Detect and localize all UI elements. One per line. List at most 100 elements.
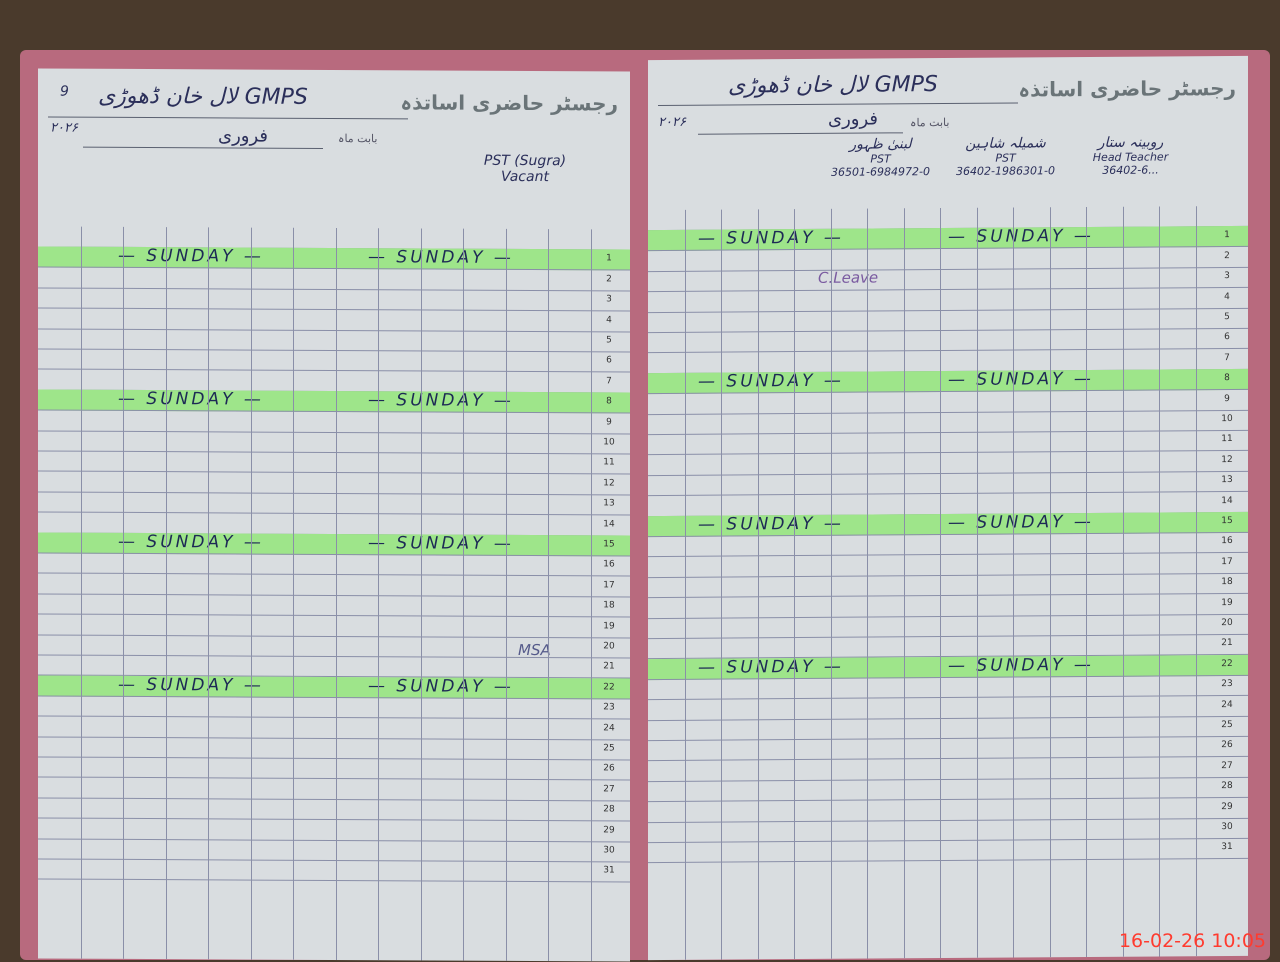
day-number: 20 <box>603 641 615 652</box>
photo-timestamp: 16-02-26 10:05 <box>1118 930 1266 952</box>
sunday-label: — SUNDAY — <box>118 389 264 410</box>
day-number: 26 <box>603 763 615 774</box>
month-label: بابت ماہ <box>338 132 378 146</box>
column-line <box>293 227 294 960</box>
teacher-designation: Head Teacher <box>1092 150 1169 164</box>
day-number: 29 <box>603 825 615 836</box>
column-line <box>1013 207 1014 958</box>
day-number: 27 <box>1221 760 1233 771</box>
sunday-label: — SUNDAY — <box>368 533 514 554</box>
sunday-label: — SUNDAY — <box>368 675 514 697</box>
day-number: 11 <box>1221 434 1233 445</box>
day-number: 20 <box>1221 618 1233 629</box>
teacher-name: لبنیٰ ظہور <box>849 136 912 153</box>
sunday-label: — SUNDAY — <box>118 246 264 268</box>
day-number: 2 <box>606 274 612 285</box>
teacher-header: روبینہ ستار Head Teacher 36402-6... <box>1073 134 1188 177</box>
day-number: 27 <box>603 784 615 795</box>
day-number: 26 <box>1221 740 1233 751</box>
month: فروری <box>218 125 269 147</box>
day-number: 1 <box>606 253 612 264</box>
sunday-label: — SUNDAY — <box>698 513 844 535</box>
day-number: 30 <box>603 845 615 856</box>
column-line <box>591 229 592 962</box>
day-number: 18 <box>603 600 615 611</box>
column-line <box>463 228 464 961</box>
day-number: 4 <box>1224 291 1230 302</box>
month: فروری <box>828 108 879 130</box>
column-line <box>1123 206 1124 957</box>
sunday-label: — SUNDAY — <box>368 390 514 412</box>
day-number: 4 <box>606 315 612 326</box>
attendance-grid: 1— SUNDAY — — SUNDAY —2 3 4 5 6 7 8— SUNDAY — — … <box>38 226 630 962</box>
teacher-header: شمیلہ شاہین PST 36402-1986301-0 <box>948 135 1063 178</box>
day-number: 31 <box>1221 842 1233 853</box>
day-number: 12 <box>1221 454 1233 465</box>
column-line <box>940 208 941 959</box>
left-page: رجسٹر حاضری اساتذہ GMPS لال خان ڈھوڑی با… <box>38 68 630 962</box>
day-number: 23 <box>603 702 615 713</box>
day-number: 10 <box>603 437 615 448</box>
column-line <box>867 208 868 959</box>
sunday-label: — SUNDAY — <box>948 511 1094 533</box>
day-number: 22 <box>1221 658 1233 669</box>
day-number: 25 <box>603 743 615 754</box>
day-number: 13 <box>603 498 615 509</box>
attendance-row: 31 <box>38 858 630 883</box>
day-number: 18 <box>1221 577 1233 588</box>
right-page: رجسٹر حاضری اساتذہ GMPS لال خان ڈھوڑی با… <box>648 55 1248 961</box>
day-number: 11 <box>603 457 615 468</box>
day-number: 31 <box>603 865 615 876</box>
day-number: 8 <box>606 396 612 407</box>
column-line <box>794 209 795 960</box>
column-line <box>506 228 507 961</box>
year: ۲۰۲۶ <box>50 120 78 136</box>
day-number: 5 <box>1224 312 1230 323</box>
day-number: 7 <box>606 376 612 387</box>
column-line <box>685 209 686 960</box>
column-line <box>1086 207 1087 958</box>
day-number: 12 <box>603 478 615 489</box>
teacher-name: روبینہ ستار <box>1097 134 1164 151</box>
teacher-header: لبنیٰ ظہور PST 36501-6984972-0 <box>823 136 938 179</box>
sunday-label: — SUNDAY — <box>698 370 844 392</box>
day-number: 1 <box>1224 230 1230 241</box>
day-number: 28 <box>1221 781 1233 792</box>
sunday-label: — SUNDAY — <box>368 247 514 269</box>
day-number: 13 <box>1221 475 1233 486</box>
day-number: 15 <box>603 539 615 550</box>
day-number: 14 <box>1221 495 1233 506</box>
school-name: GMPS لال خان ڈھوڑی <box>728 72 938 99</box>
column-line <box>1159 206 1160 957</box>
day-number: 6 <box>606 355 612 366</box>
column-line <box>831 208 832 959</box>
day-number: 8 <box>1224 373 1230 384</box>
day-number: 17 <box>1221 556 1233 567</box>
teacher-vacant: PST (Sugra) Vacant <box>483 152 567 186</box>
school-name: GMPS لال خان ڈھوڑی <box>98 83 308 110</box>
sunday-label: — SUNDAY — <box>698 656 844 678</box>
teacher-designation: PST <box>870 152 891 166</box>
register-title: رجسٹر حاضری اساتذہ <box>400 90 618 116</box>
day-number: 10 <box>1221 414 1233 425</box>
day-number: 3 <box>606 294 612 305</box>
day-number: 24 <box>1221 699 1233 710</box>
column-line <box>1050 207 1051 958</box>
column-line <box>421 228 422 961</box>
sunday-label: — SUNDAY — <box>948 226 1094 248</box>
day-number: 21 <box>603 661 615 672</box>
day-number: 28 <box>603 804 615 815</box>
column-line <box>81 226 82 959</box>
teacher-cnic: 36501-6984972-0 <box>831 165 930 179</box>
day-number: 22 <box>603 682 615 693</box>
day-number: 16 <box>603 559 615 570</box>
day-number: 23 <box>1221 679 1233 690</box>
day-number: 2 <box>1224 250 1230 261</box>
page-number: 9 <box>60 83 69 100</box>
day-number: 3 <box>1224 271 1230 282</box>
sunday-label: — SUNDAY — <box>118 531 264 553</box>
month-label: بابت ماہ <box>910 115 950 130</box>
teacher-cnic: 36402-6... <box>1102 163 1159 177</box>
register-title: رجسٹر حاضری اساتذہ <box>1018 75 1236 102</box>
sunday-label: — SUNDAY — <box>948 369 1094 391</box>
